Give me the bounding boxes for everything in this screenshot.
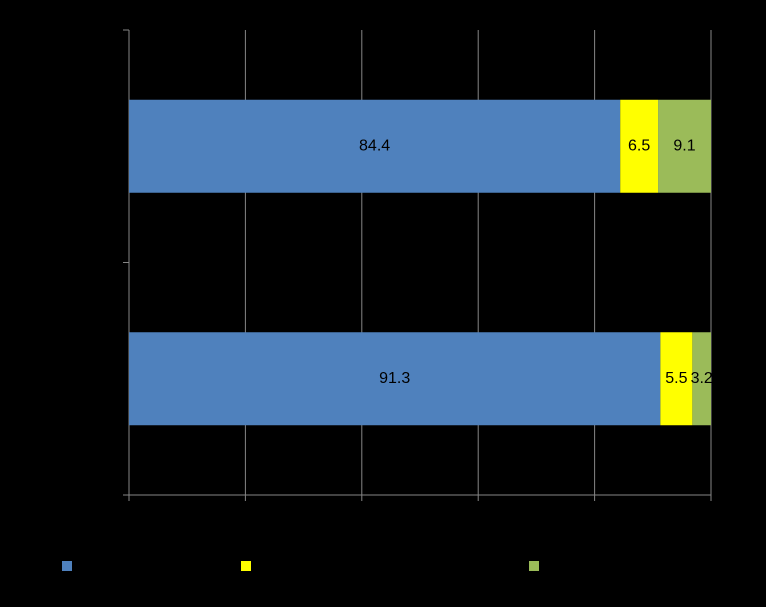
bar-segment <box>129 332 661 426</box>
value-label: 84.4 <box>359 137 390 154</box>
legend-marker <box>529 561 539 571</box>
bar-segment <box>660 332 693 426</box>
value-label: 9.1 <box>673 137 695 154</box>
value-label: 91.3 <box>379 370 410 387</box>
value-label: 6.5 <box>628 137 650 154</box>
bar-segment <box>658 99 711 193</box>
legend-marker <box>62 561 72 571</box>
value-label: 5.5 <box>665 370 687 387</box>
legend-marker <box>241 561 251 571</box>
bar-segment <box>129 99 621 193</box>
bar-segment <box>620 99 659 193</box>
bar-segment <box>692 332 711 426</box>
value-label: 3.2 <box>691 370 713 387</box>
